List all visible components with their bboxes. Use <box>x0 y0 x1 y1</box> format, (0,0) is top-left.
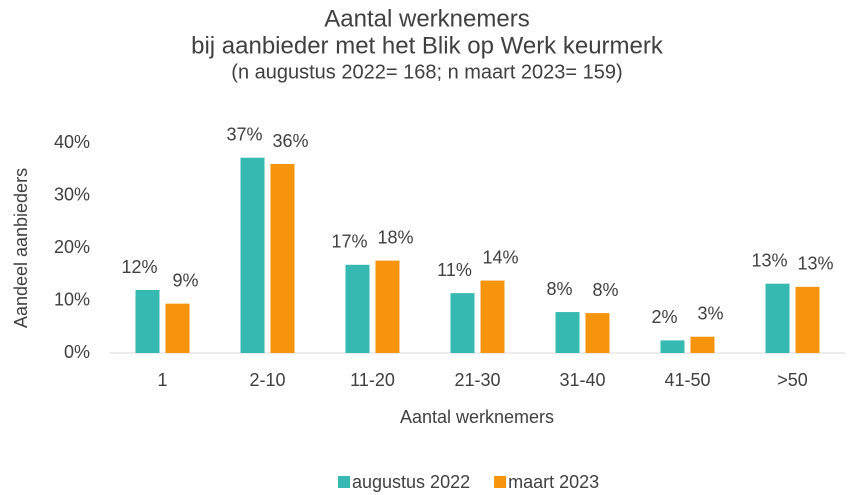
x-axis-label: Aantal werknemers <box>400 407 554 427</box>
bar <box>690 336 715 353</box>
bar <box>555 312 580 353</box>
y-tick-label: 40% <box>54 132 90 152</box>
legend-label: augustus 2022 <box>352 472 470 492</box>
data-label: 13% <box>797 254 833 274</box>
y-tick-label: 10% <box>54 289 90 309</box>
data-label: 8% <box>592 280 618 300</box>
bar <box>240 157 265 353</box>
data-label: 3% <box>697 303 723 323</box>
data-label: 37% <box>226 124 262 144</box>
x-tick-label: 11-20 <box>350 370 395 390</box>
y-tick-label: 30% <box>54 184 90 204</box>
bar <box>135 290 160 353</box>
bar <box>165 303 190 353</box>
data-label: 2% <box>651 307 677 327</box>
data-label: 14% <box>482 247 518 267</box>
data-label: 17% <box>331 232 367 252</box>
chart-note: (n augustus 2022= 168; n maart 2023= 159… <box>231 61 622 83</box>
bar <box>480 280 505 353</box>
y-tick-label: 0% <box>64 342 90 362</box>
legend-label: maart 2023 <box>508 472 599 492</box>
bar <box>585 313 610 353</box>
x-tick-label: >50 <box>777 370 808 390</box>
bar <box>795 286 820 353</box>
bar <box>375 260 400 353</box>
x-tick-label: 31-40 <box>559 370 605 390</box>
data-label: 36% <box>272 131 308 151</box>
legend-swatch <box>494 476 507 488</box>
data-label: 13% <box>751 250 787 270</box>
x-tick-label: 41-50 <box>664 370 710 390</box>
y-tick-label: 20% <box>54 237 90 257</box>
bar <box>270 164 295 353</box>
legend-swatch <box>338 476 350 488</box>
x-tick-label: 21-30 <box>454 370 500 390</box>
bar <box>450 293 475 353</box>
data-label: 8% <box>546 279 572 299</box>
chart-title: Aantal werknemers <box>324 5 529 32</box>
x-tick-label: 1 <box>157 370 167 390</box>
bar <box>345 264 370 353</box>
chart-subtitle: bij aanbieder met het Blik op Werk keurm… <box>191 32 664 59</box>
bar <box>765 283 790 353</box>
x-tick-label: 2-10 <box>249 370 285 390</box>
data-label: 12% <box>121 257 157 277</box>
y-axis-label: Aandeel aanbieders <box>11 168 31 328</box>
data-label: 18% <box>377 227 413 247</box>
bar <box>660 340 685 353</box>
data-label: 9% <box>172 270 198 290</box>
data-label: 11% <box>437 260 472 280</box>
